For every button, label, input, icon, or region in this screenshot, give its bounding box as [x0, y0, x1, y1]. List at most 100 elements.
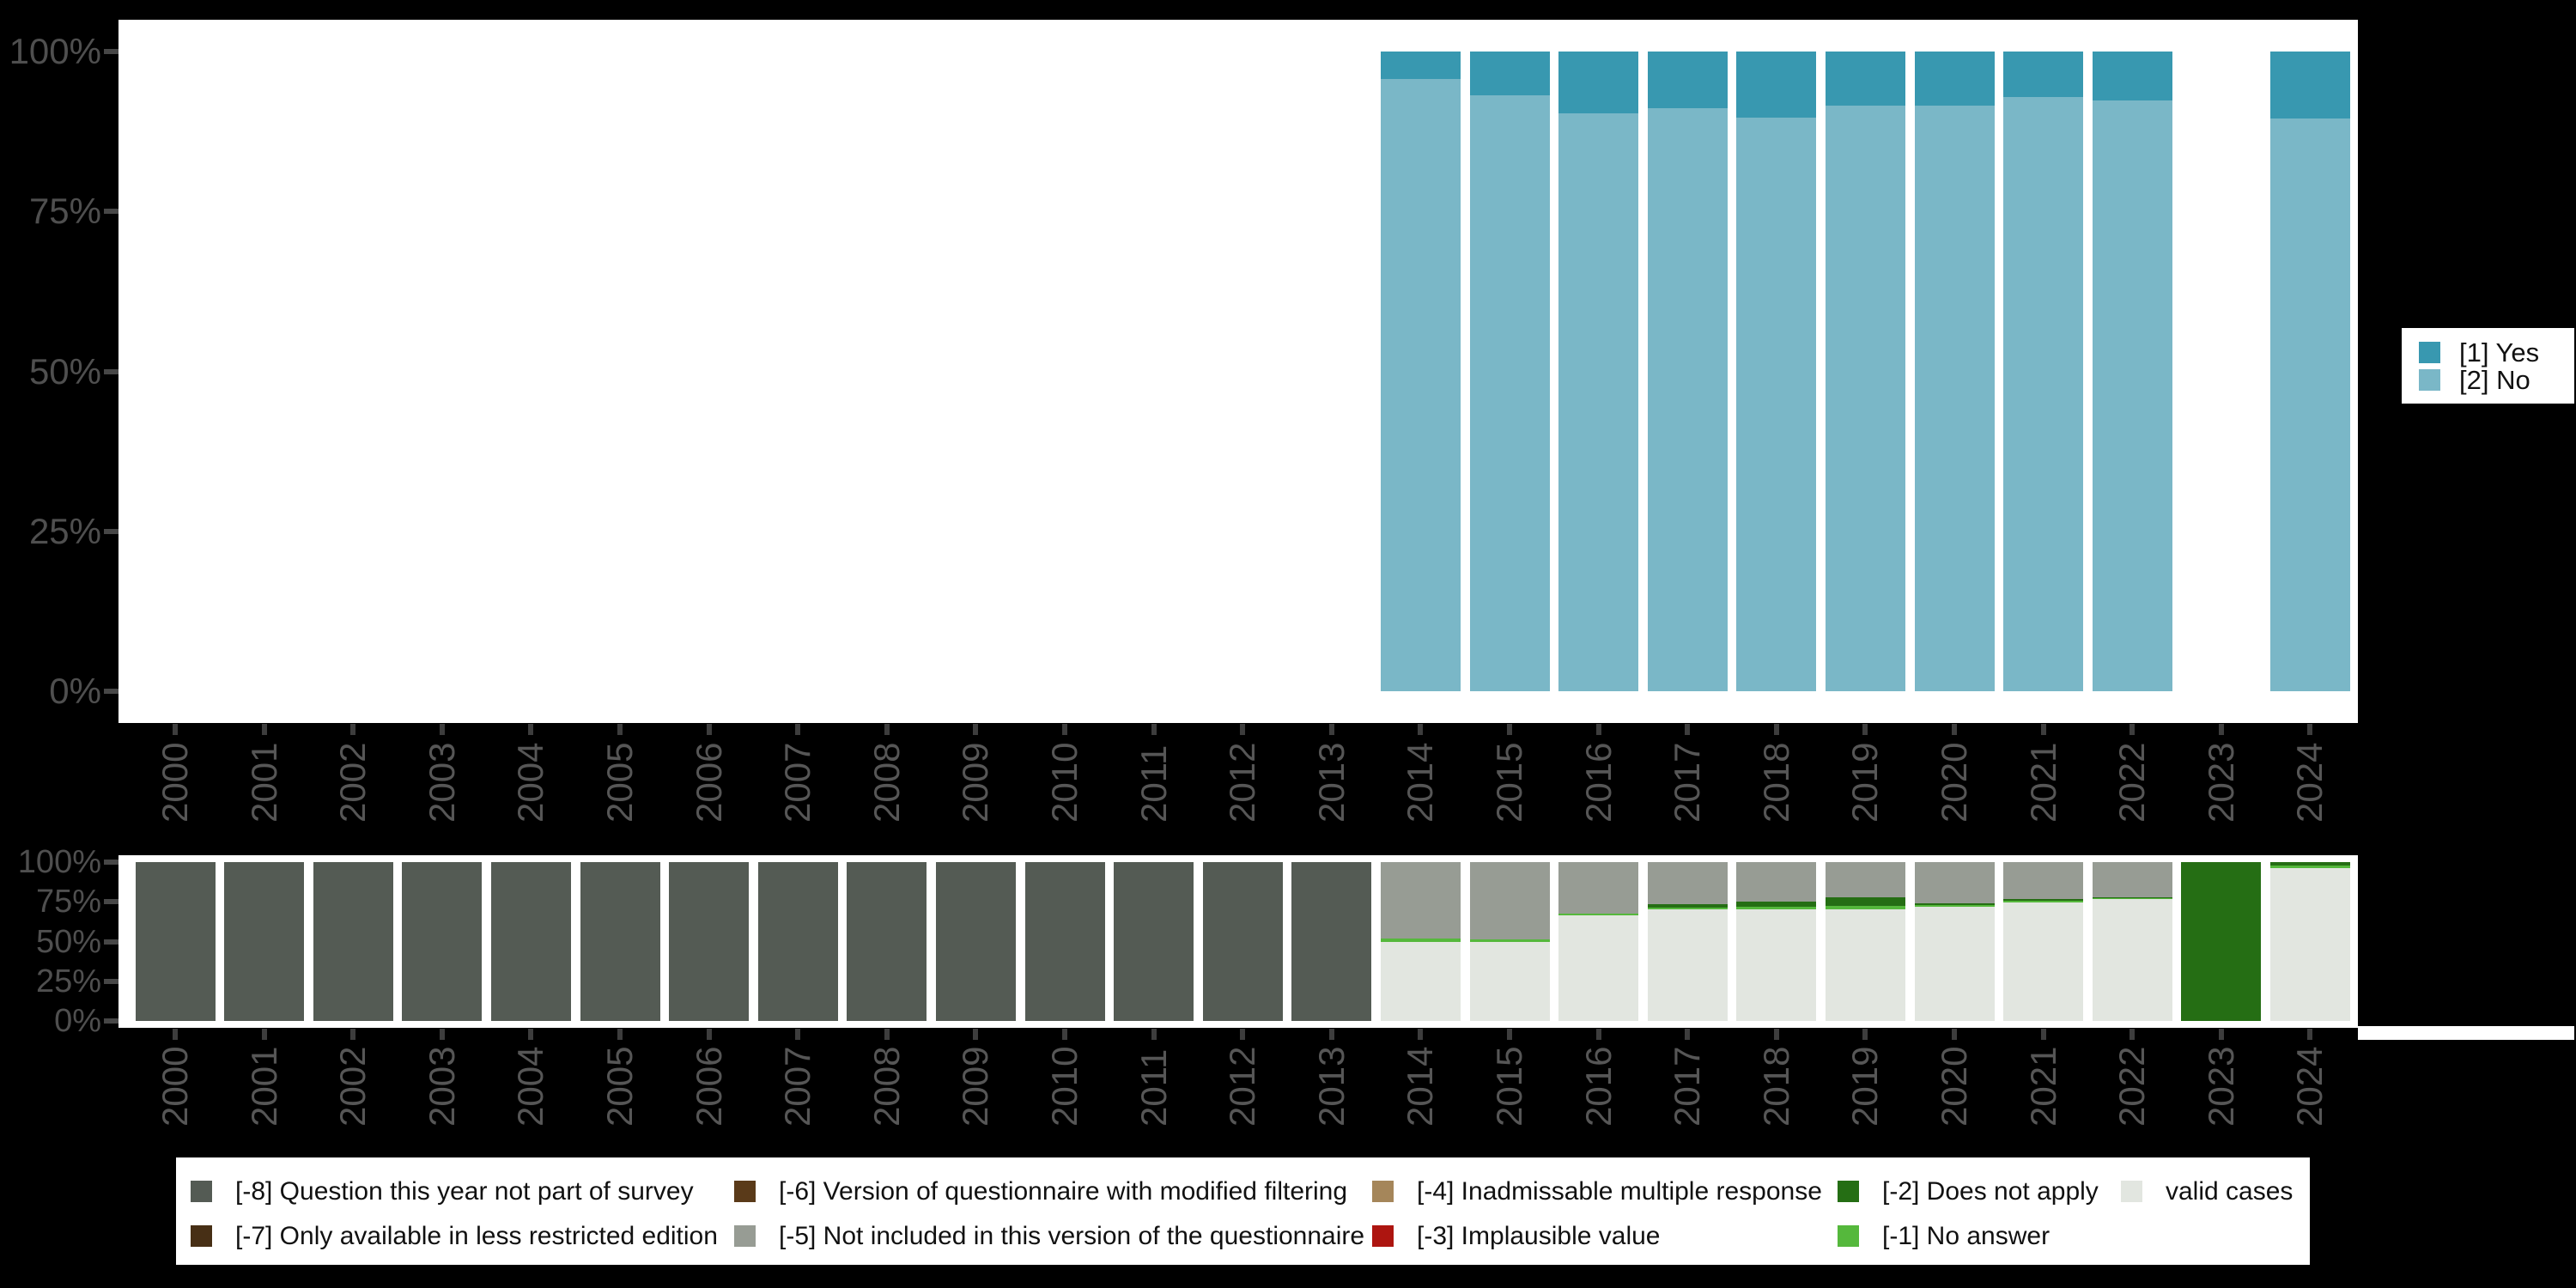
segment: [2092, 898, 2172, 900]
x-axis-year-label: 2002: [332, 1046, 374, 1127]
x-axis-year-label: 2020: [1934, 1046, 1974, 1127]
legend-item-label: [1] Yes: [2459, 337, 2540, 368]
x-axis-year-label: 2004: [510, 742, 551, 823]
x-tick: [261, 724, 267, 735]
x-axis-year-label: 2021: [2022, 1046, 2063, 1127]
segment: [1736, 906, 1817, 909]
x-axis-year-label: 2008: [866, 742, 907, 823]
x-tick: [2040, 1029, 2046, 1040]
x-axis-year-label: 2003: [421, 1046, 462, 1127]
segment: [1380, 941, 1461, 1021]
legend-swatch: [2121, 1181, 2142, 1202]
bar-2011: [1114, 862, 1194, 1021]
segment: [2092, 896, 2172, 898]
y-axis-label: 25%: [28, 510, 101, 551]
segment: [580, 862, 660, 1021]
y-tick: [104, 978, 118, 984]
legend-swatch: [1838, 1181, 1859, 1202]
segment: [1825, 905, 1905, 909]
bar-2019: [1825, 52, 1905, 691]
bar-2012: [1202, 862, 1283, 1021]
x-tick: [1507, 724, 1512, 735]
segment: [1736, 902, 1817, 907]
legend-item-label: [-2] Does not apply: [1882, 1177, 2099, 1206]
x-tick: [439, 724, 445, 735]
x-axis-year-label: 2000: [155, 1046, 195, 1127]
x-axis-year-label: 2015: [1489, 1046, 1529, 1127]
segment: [935, 862, 1016, 1021]
x-axis-year-label: 2019: [1844, 1046, 1886, 1127]
x-axis-year-label: 2012: [1222, 1046, 1263, 1127]
bar-2013: [1291, 862, 1372, 1021]
segment: [1469, 52, 1550, 96]
x-axis-year-label: 2009: [955, 742, 996, 823]
legend-item-label: [-7] Only available in less restricted e…: [235, 1222, 718, 1250]
y-axis-label: 50%: [28, 350, 101, 392]
y-tick: [104, 49, 118, 54]
frequencies-panel: [118, 20, 2358, 723]
y-axis-label: 75%: [28, 191, 101, 232]
bar-2003: [402, 862, 483, 1021]
x-tick: [617, 724, 623, 735]
x-tick: [1595, 1029, 1601, 1040]
y-axis-label: 0%: [54, 1003, 101, 1039]
x-tick: [1595, 724, 1601, 735]
x-tick: [1062, 1029, 1067, 1040]
x-axis-year-label: 2024: [2289, 1046, 2330, 1127]
segment: [2003, 899, 2084, 901]
bar-2004: [490, 862, 571, 1021]
x-tick: [2218, 1029, 2224, 1040]
x-tick: [1952, 1029, 1957, 1040]
segment: [402, 862, 483, 1021]
segment: [1647, 907, 1728, 909]
segment: [1647, 108, 1728, 691]
bar-2020: [1914, 862, 1995, 1021]
x-tick: [1507, 1029, 1512, 1040]
missing-values-panel: [118, 855, 2358, 1028]
segment: [1736, 118, 1817, 691]
x-axis-year-label: 2012: [1222, 742, 1263, 823]
bar-2006: [669, 862, 750, 1021]
y-tick: [104, 689, 118, 694]
x-axis-year-label: 2014: [1400, 742, 1441, 823]
x-tick: [1862, 1029, 1868, 1040]
x-tick: [173, 1029, 178, 1040]
x-axis-year-label: 2015: [1489, 742, 1529, 823]
y-tick: [104, 528, 118, 534]
x-axis-year-label: 2011: [1133, 744, 1174, 823]
segment: [2003, 52, 2084, 97]
segment: [1914, 906, 1995, 1021]
x-tick: [884, 1029, 890, 1040]
x-axis-year-label: 2013: [1310, 1046, 1352, 1127]
segment: [1825, 908, 1905, 1021]
x-tick: [1862, 724, 1868, 735]
x-tick: [1151, 1029, 1157, 1040]
segment: [2181, 862, 2262, 1021]
x-tick: [1418, 724, 1424, 735]
segment: [1736, 52, 1817, 118]
segment: [1647, 52, 1728, 109]
legend-item-yes: [1] Yes: [2419, 337, 2574, 368]
segment: [1647, 904, 1728, 908]
x-tick: [528, 724, 534, 735]
legend-item-label: [2] No: [2459, 364, 2530, 395]
legend-swatch: [1838, 1225, 1859, 1247]
bar-2022: [2092, 862, 2172, 1022]
legend-swatch: [191, 1225, 212, 1247]
x-tick: [1328, 1029, 1334, 1040]
x-axis-year-label: 2004: [510, 1046, 551, 1127]
segment: [757, 862, 838, 1021]
bar-2021: [2003, 862, 2084, 1021]
legend-item-no: [2] No: [2419, 364, 2574, 395]
segment: [1825, 106, 1905, 691]
y-axis-label: 25%: [35, 963, 101, 999]
x-axis-year-label: 2014: [1400, 1046, 1441, 1127]
segment: [2092, 899, 2172, 1022]
x-axis-year-label: 2007: [777, 1046, 818, 1127]
segment: [1825, 52, 1905, 106]
y-tick: [104, 1018, 118, 1024]
segment: [1469, 862, 1550, 939]
segment: [1736, 862, 1817, 902]
x-tick: [884, 724, 890, 735]
x-axis-year-label: 2001: [243, 1046, 284, 1127]
